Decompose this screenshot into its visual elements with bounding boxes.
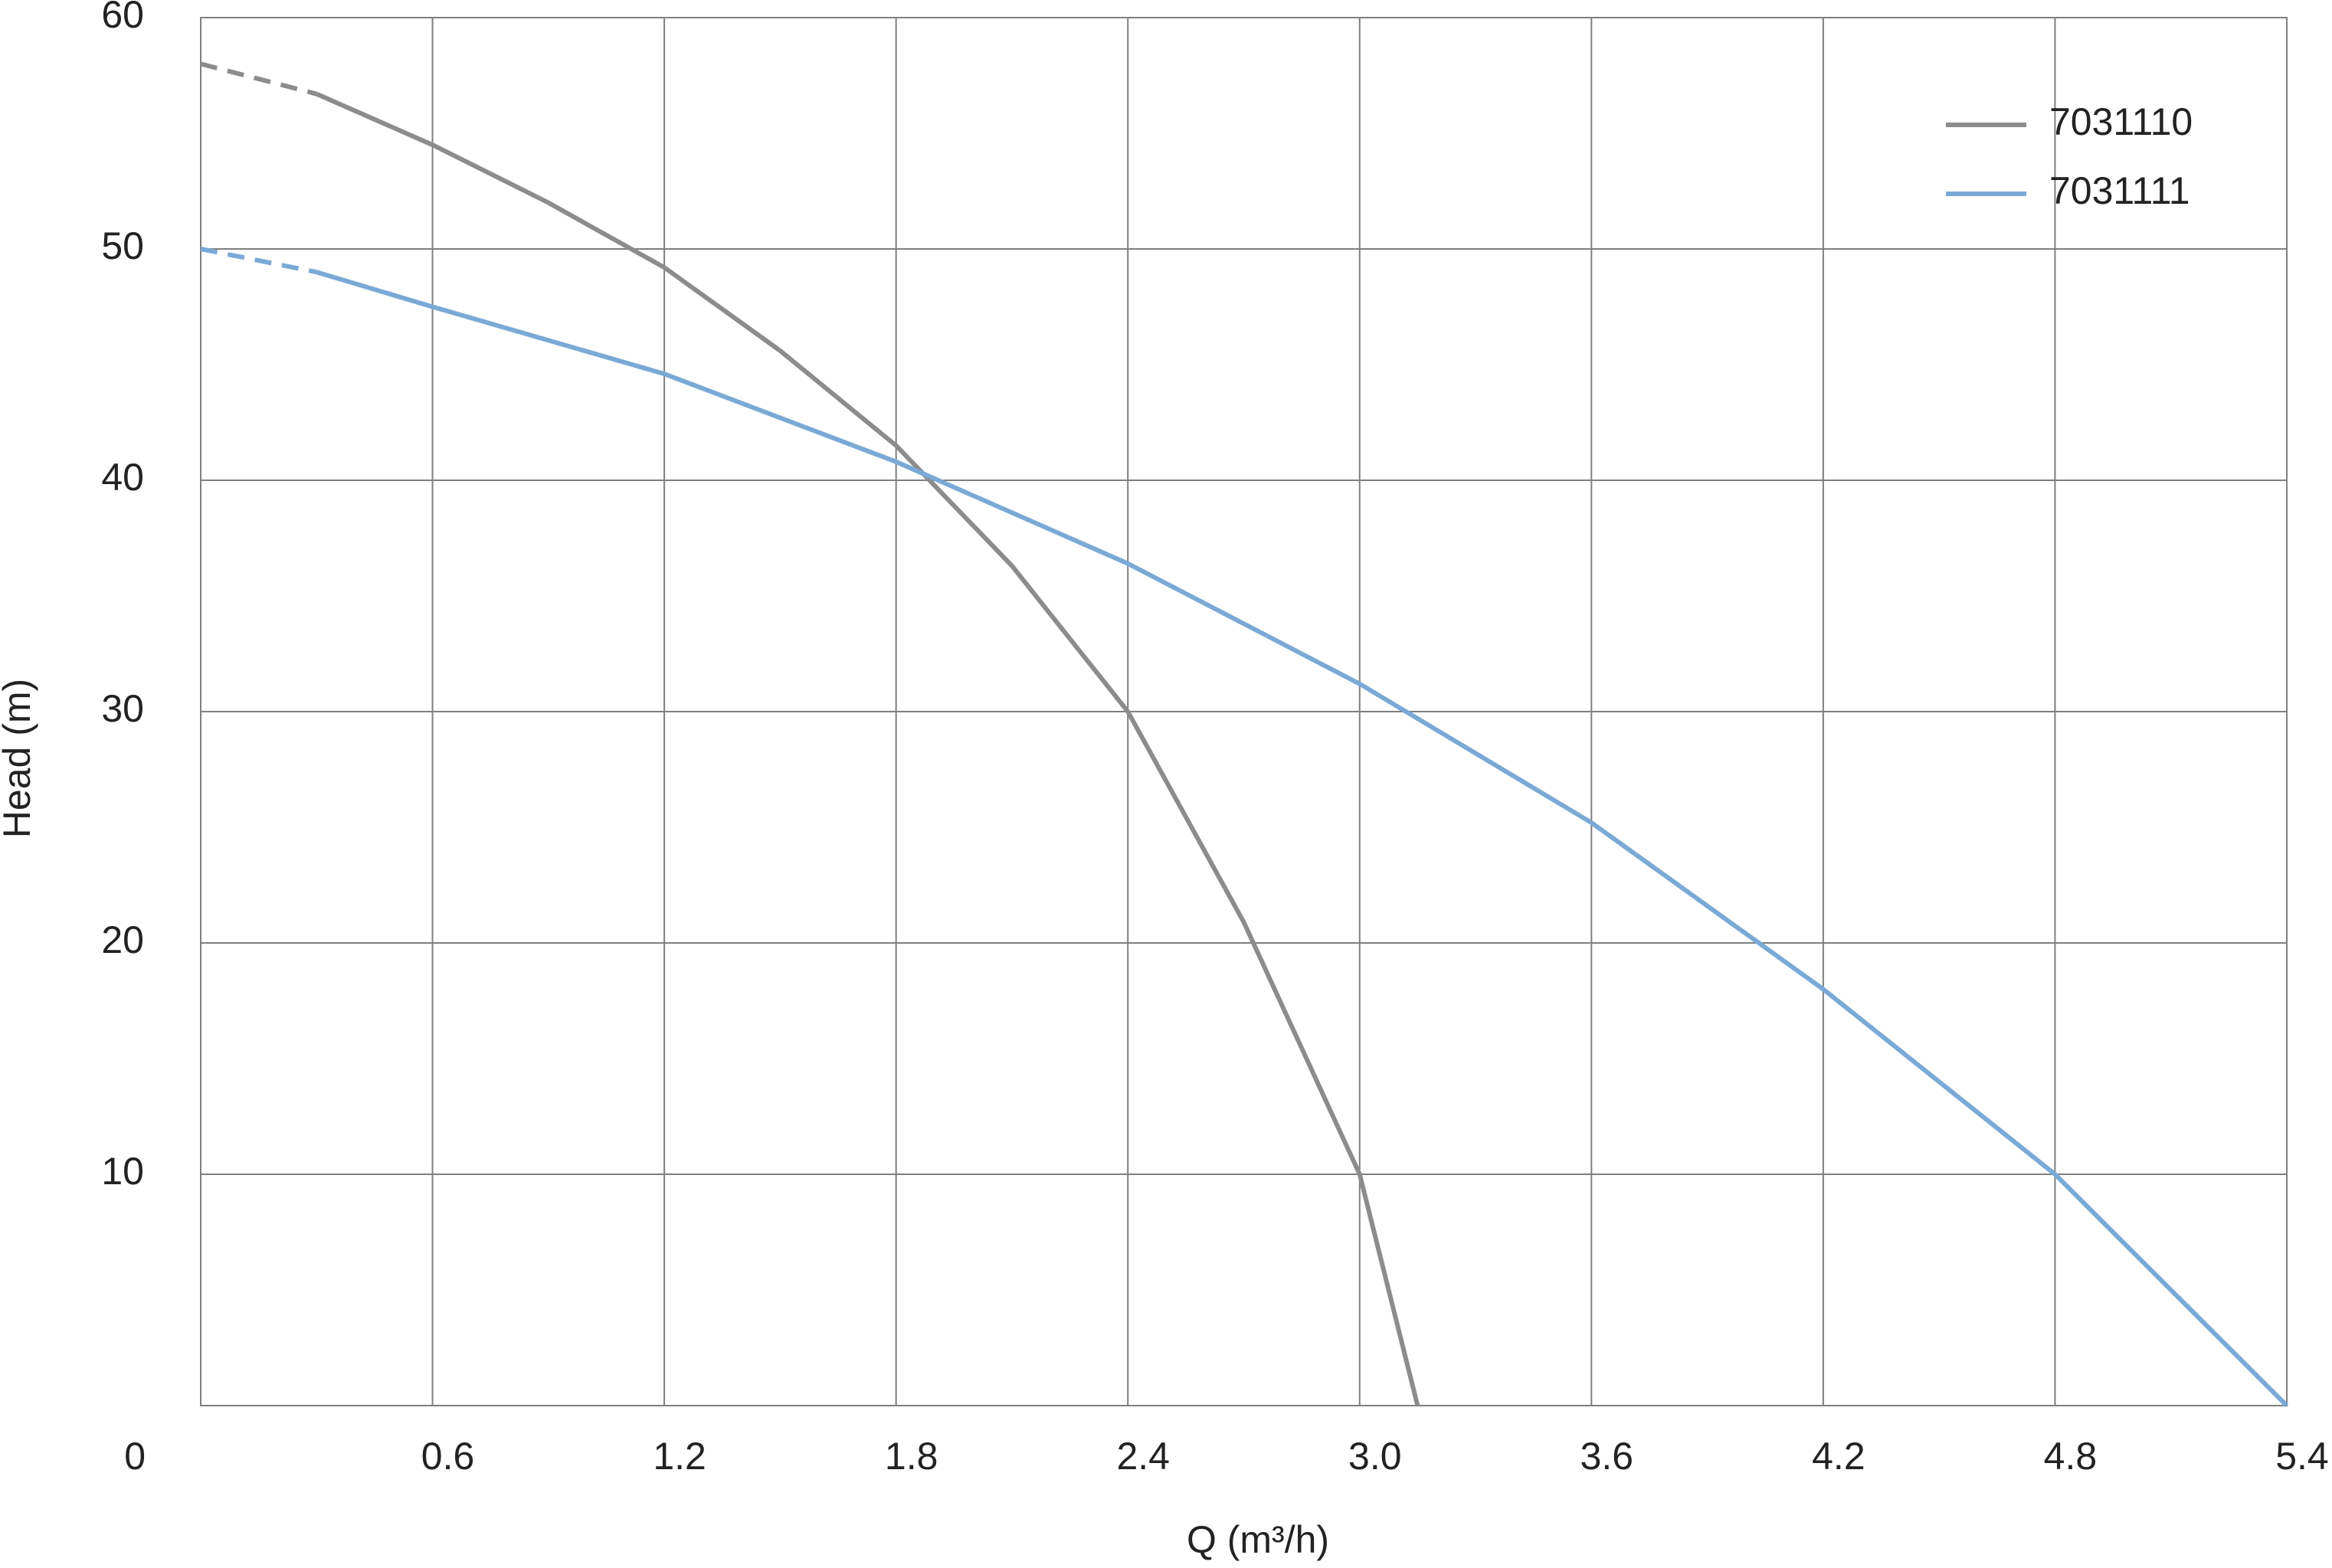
y-tick-label: 40 [101, 456, 144, 499]
y-tick-label: 30 [101, 687, 144, 730]
x-axis-label: Q (m³/h) [1187, 1518, 1329, 1561]
plot-border [200, 17, 2288, 1406]
y-tick-label: 50 [101, 224, 144, 267]
y-tick-label: 20 [101, 918, 144, 961]
x-tick-label: 1.2 [653, 1435, 706, 1478]
x-tick-label: 3.0 [1348, 1435, 1402, 1478]
y-tick-label: 0 [124, 1435, 146, 1478]
series-line [316, 91, 1420, 1406]
y-tick-label: 10 [101, 1150, 144, 1193]
x-tick-label: 5.4 [2275, 1435, 2329, 1478]
y-tick-label: 60 [101, 0, 144, 36]
x-tick-label: 3.6 [1580, 1435, 1634, 1478]
series-line [200, 247, 317, 275]
x-tick-label: 4.8 [2044, 1435, 2098, 1478]
series-line [316, 270, 2289, 1408]
legend-label: 7031110 [2049, 100, 2193, 143]
legend-label: 7031111 [2049, 169, 2190, 212]
x-tick-label: 0.6 [421, 1435, 475, 1478]
series-line [200, 61, 318, 97]
x-tick-label: 4.2 [1812, 1435, 1865, 1478]
y-axis-label: Head (m) [0, 679, 38, 838]
x-tick-label: 1.8 [885, 1435, 938, 1478]
x-tick-label: 2.4 [1116, 1435, 1170, 1478]
